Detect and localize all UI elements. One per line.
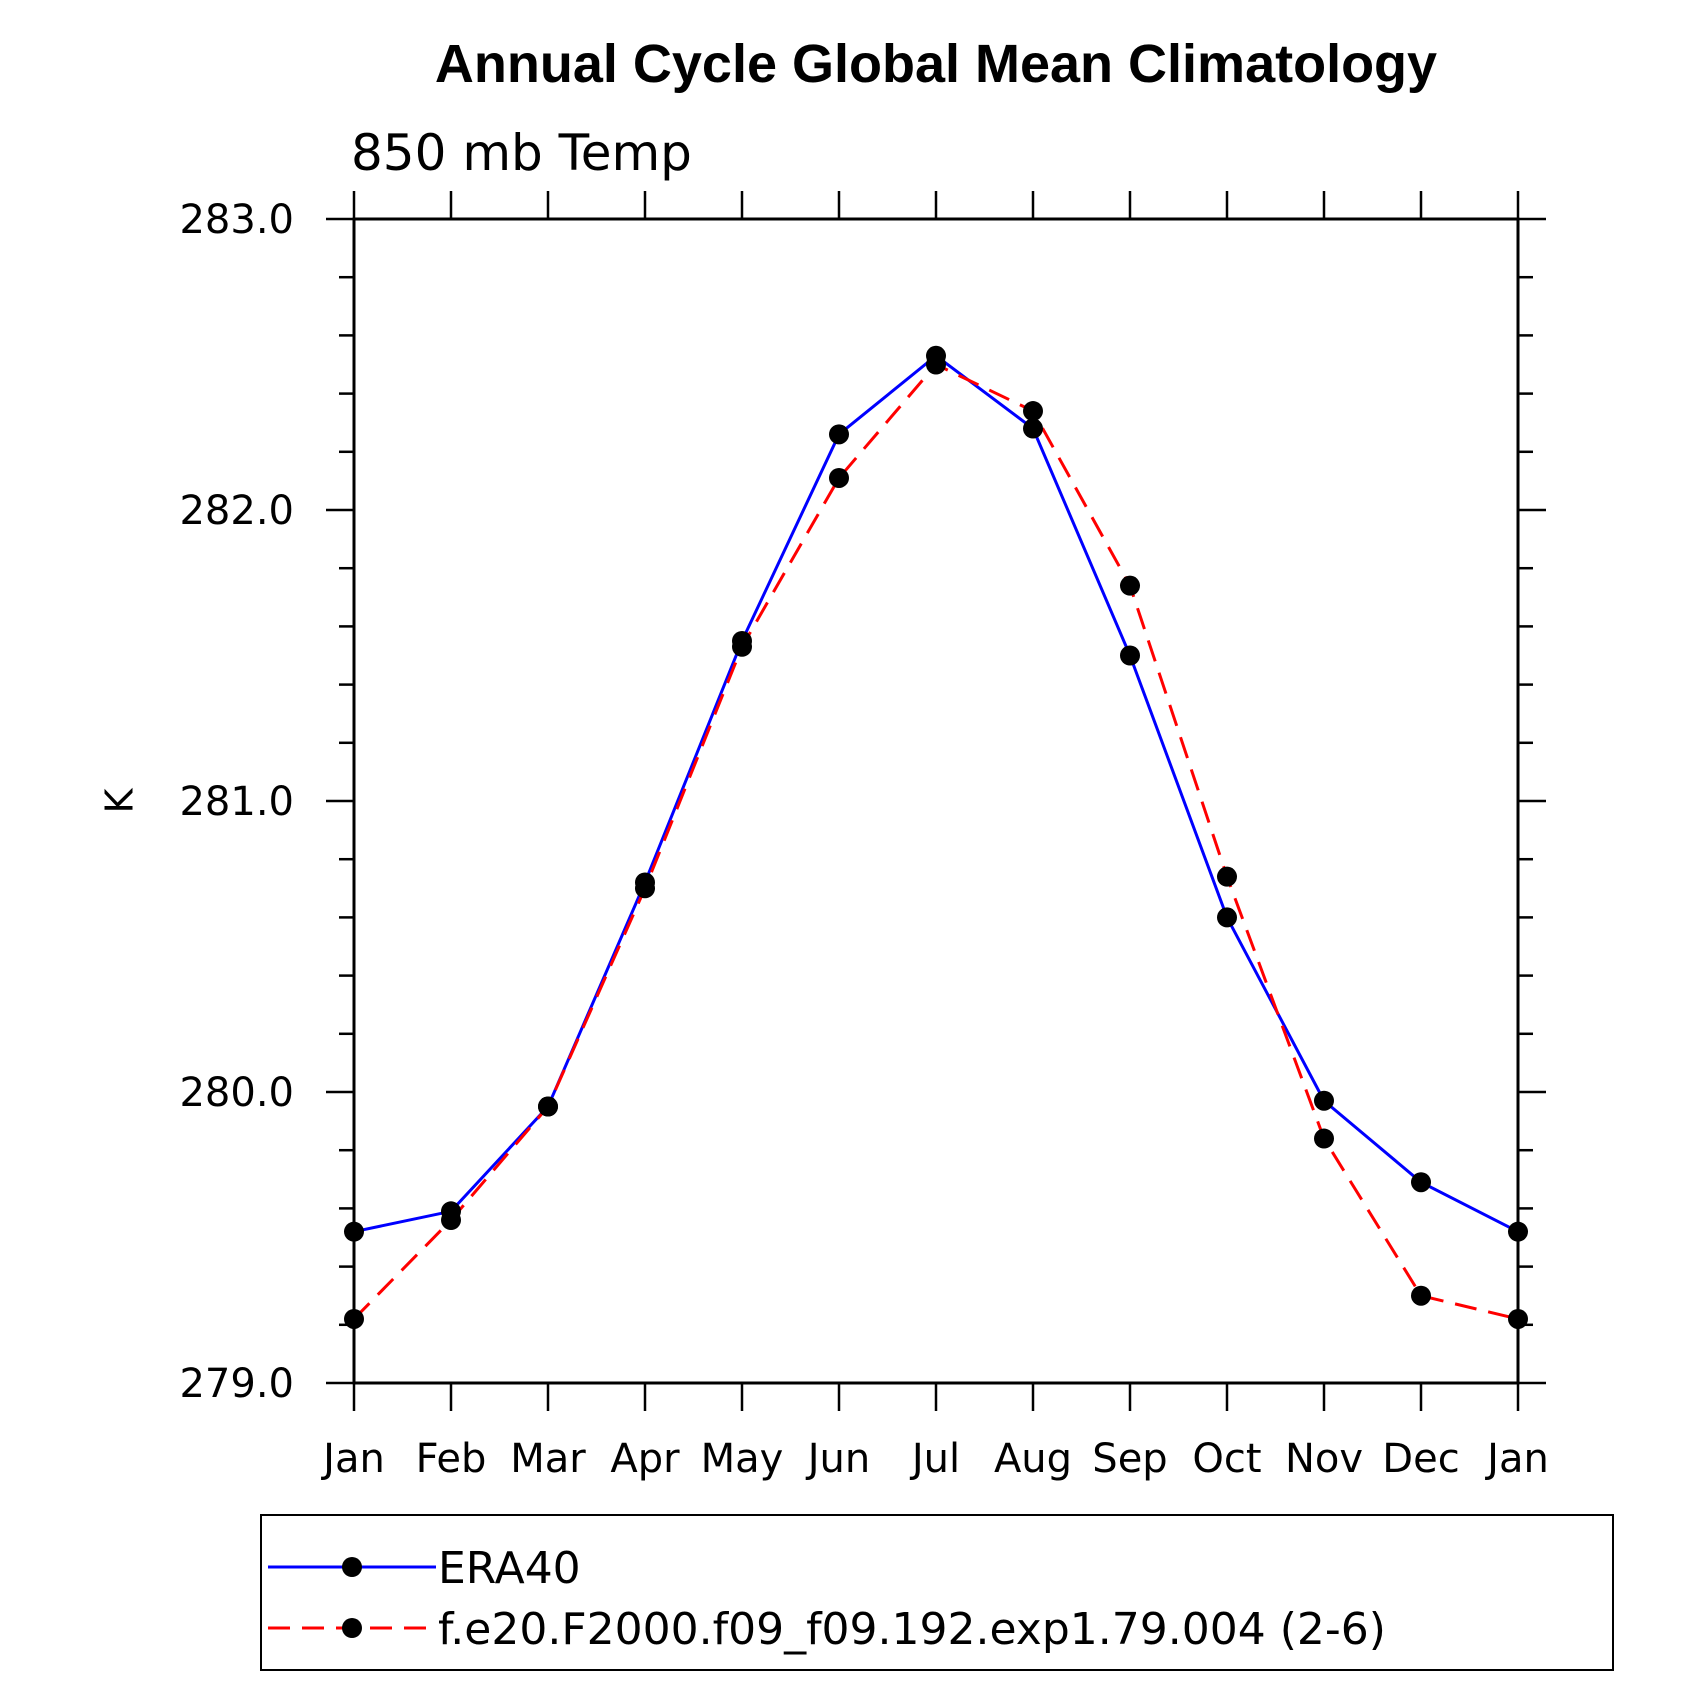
x-tick-label: Oct (1192, 1436, 1261, 1482)
x-tick-label: Dec (1382, 1436, 1459, 1482)
x-tick-label: Jun (805, 1436, 871, 1482)
data-point-series-0 (1120, 645, 1140, 666)
x-tick-label: Apr (610, 1436, 680, 1482)
series-line-0 (353, 353, 1519, 1234)
legend-marker-0 (342, 1557, 362, 1577)
data-point-series-1 (1411, 1285, 1431, 1306)
data-point-series-1 (1217, 866, 1237, 887)
x-tick-label: Mar (510, 1436, 586, 1482)
y-tick-label: 283.0 (179, 197, 294, 243)
chart-title: Annual Cycle Global Mean Climatology (435, 34, 1437, 94)
data-point-series-1 (538, 1096, 558, 1117)
series-line-1 (352, 362, 1519, 1321)
x-tick-label: Jan (1484, 1436, 1549, 1482)
chart-subtitle: 850 mb Temp (351, 124, 692, 182)
data-point-series-1 (1120, 575, 1140, 596)
plot-frame (352, 217, 1520, 1385)
data-point-series-1 (344, 1308, 364, 1329)
data-point-series-0 (1508, 1221, 1528, 1242)
x-tick-label: Jul (909, 1436, 960, 1482)
legend-box (260, 1514, 1614, 1671)
legend: ERA40 f.e20.F2000.f09_f09.192.exp1.79.004… (260, 1514, 1614, 1671)
data-point-series-1 (926, 354, 946, 375)
y-tick-label: 279.0 (179, 1361, 294, 1407)
legend-label-0: ERA40 (438, 1543, 581, 1594)
data-point-series-1 (1314, 1128, 1334, 1149)
y-tick-label: 282.0 (179, 488, 294, 534)
tick-labels: 279.0 280.0 281.0 282.0 283.0 Jan Feb Mar Apr May… (179, 197, 1548, 1482)
x-tick-label: Aug (994, 1436, 1072, 1482)
data-point-series-1 (1023, 401, 1043, 422)
series (344, 345, 1528, 1329)
data-point-series-0 (829, 424, 849, 445)
data-point-series-0 (1217, 907, 1237, 928)
data-point-series-0 (1314, 1090, 1334, 1111)
axes (352, 217, 1520, 1385)
data-point-series-0 (344, 1221, 364, 1242)
data-point-series-1 (635, 878, 655, 899)
data-point-series-1 (732, 636, 752, 657)
data-point-series-1 (441, 1210, 461, 1231)
data-point-series-0 (1023, 418, 1043, 439)
data-point-series-0 (1411, 1172, 1431, 1193)
y-axis-label: K (98, 787, 142, 813)
x-tick-label: Nov (1285, 1436, 1363, 1482)
data-point-series-1 (829, 467, 849, 488)
legend-marker-1 (342, 1618, 362, 1638)
y-tick-label: 280.0 (179, 1070, 294, 1116)
x-tick-label: Sep (1092, 1436, 1167, 1482)
x-tick-label: Feb (416, 1436, 487, 1482)
data-point-series-1 (1508, 1308, 1528, 1329)
y-tick-label: 281.0 (179, 779, 294, 825)
x-tick-label: May (701, 1436, 784, 1482)
x-tick-label: Jan (320, 1436, 385, 1482)
legend-label-1: f.e20.F2000.f09_f09.192.exp1.79.004 (2-6… (438, 1604, 1386, 1655)
